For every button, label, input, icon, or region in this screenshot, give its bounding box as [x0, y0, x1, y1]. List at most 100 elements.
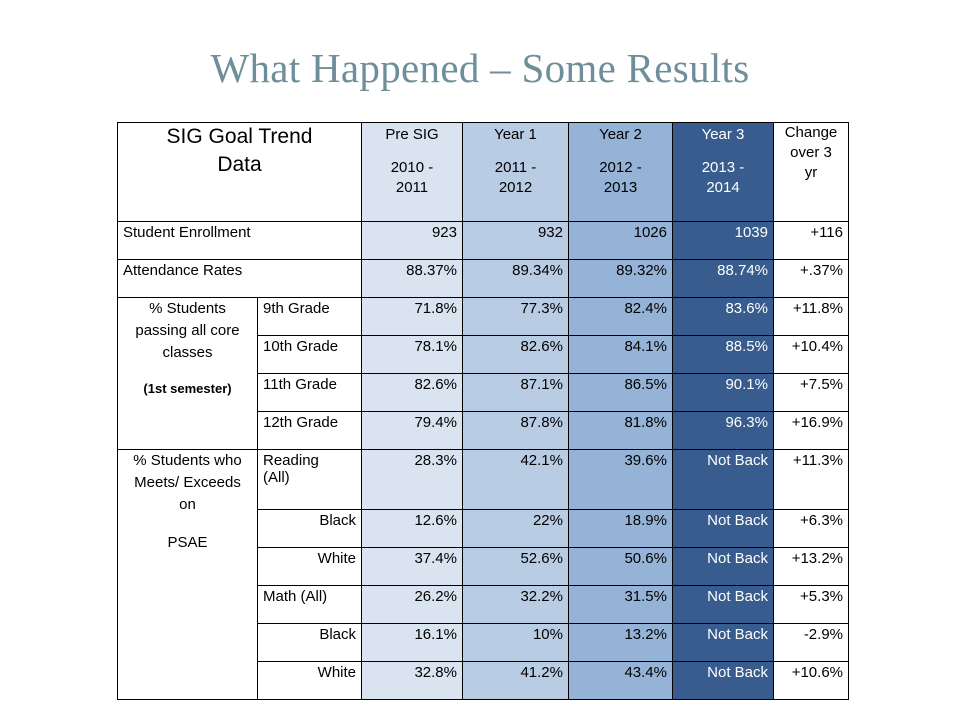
cell-value: 37.4% [361, 547, 463, 586]
cell-change: -2.9% [773, 623, 849, 662]
cell-value: 1026 [568, 221, 673, 260]
cell-value: 18.9% [568, 509, 673, 548]
cell-value: 82.6% [361, 373, 463, 412]
row-label: 10th Grade [257, 335, 362, 374]
cell-value: 28.3% [361, 449, 463, 510]
col-header-year-3: Year 3 2013 - 2014 [672, 122, 774, 222]
row-label: 9th Grade [257, 297, 362, 336]
cell-value: 82.6% [462, 335, 569, 374]
cell-value: 77.3% [462, 297, 569, 336]
row-label: White [257, 547, 362, 586]
group-label-passing: % Students passing all core classes (1st… [117, 297, 258, 450]
cell-value: 16.1% [361, 623, 463, 662]
table-title-line2: Data [217, 153, 262, 176]
col-header-change: Change over 3 yr [773, 122, 849, 222]
cell-value: 1039 [672, 221, 774, 260]
cell-change: +10.4% [773, 335, 849, 374]
table-row: Black 12.6% 22% 18.9% Not Back +6.3% [118, 509, 849, 548]
cell-value: 41.2% [462, 661, 569, 700]
col-range: 2012 - [599, 159, 642, 176]
group-label-note: (1st semester) [143, 381, 232, 396]
col-change-line1: Change [784, 124, 838, 141]
row-label: Math (All) [257, 585, 362, 624]
row-label: 11th Grade [257, 373, 362, 412]
cell-value: 86.5% [568, 373, 673, 412]
col-label: Year 2 [599, 126, 642, 143]
col-range: 2014 [706, 179, 740, 196]
table-row: White 32.8% 41.2% 43.4% Not Back +10.6% [118, 661, 849, 700]
col-label: Year 1 [494, 126, 537, 143]
row-label: Black [257, 623, 362, 662]
cell-value: 32.2% [462, 585, 569, 624]
cell-value: Not Back [672, 661, 774, 700]
cell-value: 90.1% [672, 373, 774, 412]
row-label: Reading (All) [257, 449, 362, 510]
cell-value: 87.8% [462, 411, 569, 450]
table-row: White 37.4% 52.6% 50.6% Not Back +13.2% [118, 547, 849, 586]
group-label-line: Meets/ Exceeds [134, 474, 241, 491]
cell-value: Not Back [672, 585, 774, 624]
cell-change: +11.8% [773, 297, 849, 336]
col-label: Pre SIG [385, 126, 439, 143]
group-label-line: % Students who [133, 452, 242, 469]
group-label-line: % Students [149, 300, 226, 317]
header-row: SIG Goal Trend Data Pre SIG 2010 - 2011 … [117, 122, 849, 222]
col-change-line3: yr [804, 164, 818, 181]
col-range: 2013 [603, 179, 638, 196]
cell-change: +11.3% [773, 449, 849, 510]
cell-value: 88.74% [672, 259, 774, 298]
cell-change: +13.2% [773, 547, 849, 586]
cell-value: 78.1% [361, 335, 463, 374]
row-label: Black [257, 509, 362, 548]
col-header-year-2: Year 2 2012 - 2013 [568, 122, 673, 222]
col-range: 2011 [395, 179, 429, 196]
cell-value: 88.5% [672, 335, 774, 374]
cell-value: Not Back [672, 509, 774, 548]
col-range: 2012 [498, 179, 533, 196]
cell-value: 10% [462, 623, 569, 662]
cell-change: +5.3% [773, 585, 849, 624]
col-header-year-1: Year 1 2011 - 2012 [462, 122, 569, 222]
cell-value: 52.6% [462, 547, 569, 586]
table-row: 12th Grade 79.4% 87.8% 81.8% 96.3% +16.9… [118, 411, 849, 450]
cell-value: 13.2% [568, 623, 673, 662]
row-label: Attendance Rates [117, 259, 362, 298]
col-range: 2011 - [494, 159, 537, 176]
cell-value: 932 [462, 221, 569, 260]
cell-change: +7.5% [773, 373, 849, 412]
col-label: Year 3 [701, 126, 745, 143]
group-label-line: classes [162, 344, 213, 361]
col-range: 2013 - [701, 159, 745, 176]
table-row: Student Enrollment 923 932 1026 1039 +11… [117, 221, 849, 260]
cell-value: 84.1% [568, 335, 673, 374]
cell-value: 81.8% [568, 411, 673, 450]
cell-value: 89.32% [568, 259, 673, 298]
table-row: % Students who Meets/ Exceeds on PSAE Re… [117, 449, 849, 700]
cell-value: 12.6% [361, 509, 463, 548]
cell-value: 26.2% [361, 585, 463, 624]
cell-value: 96.3% [672, 411, 774, 450]
slide-title: What Happened – Some Results [210, 45, 750, 91]
table-row: % Students passing all core classes (1st… [117, 297, 849, 450]
table-row: Black 16.1% 10% 13.2% Not Back -2.9% [118, 623, 849, 662]
cell-value: 79.4% [361, 411, 463, 450]
cell-value: 89.34% [462, 259, 569, 298]
col-change-line2: over 3 [790, 144, 832, 161]
sig-goal-trend-table: SIG Goal Trend Data Pre SIG 2010 - 2011 … [117, 122, 849, 700]
row-label: White [257, 661, 362, 700]
cell-change: +16.9% [773, 411, 849, 450]
table-title-line1: SIG Goal Trend [166, 125, 313, 148]
cell-value: Not Back [672, 449, 774, 510]
cell-change: +116 [773, 221, 849, 260]
cell-change: +6.3% [773, 509, 849, 548]
cell-value: 43.4% [568, 661, 673, 700]
cell-value: Not Back [672, 623, 774, 662]
cell-value: 82.4% [568, 297, 673, 336]
cell-value: Not Back [672, 547, 774, 586]
table-row: Attendance Rates 88.37% 89.34% 89.32% 88… [117, 259, 849, 298]
cell-value: 83.6% [672, 297, 774, 336]
cell-change: +.37% [773, 259, 849, 298]
col-header-pre-sig: Pre SIG 2010 - 2011 [361, 122, 463, 222]
group-label-line: passing all core [135, 322, 240, 339]
cell-value: 31.5% [568, 585, 673, 624]
